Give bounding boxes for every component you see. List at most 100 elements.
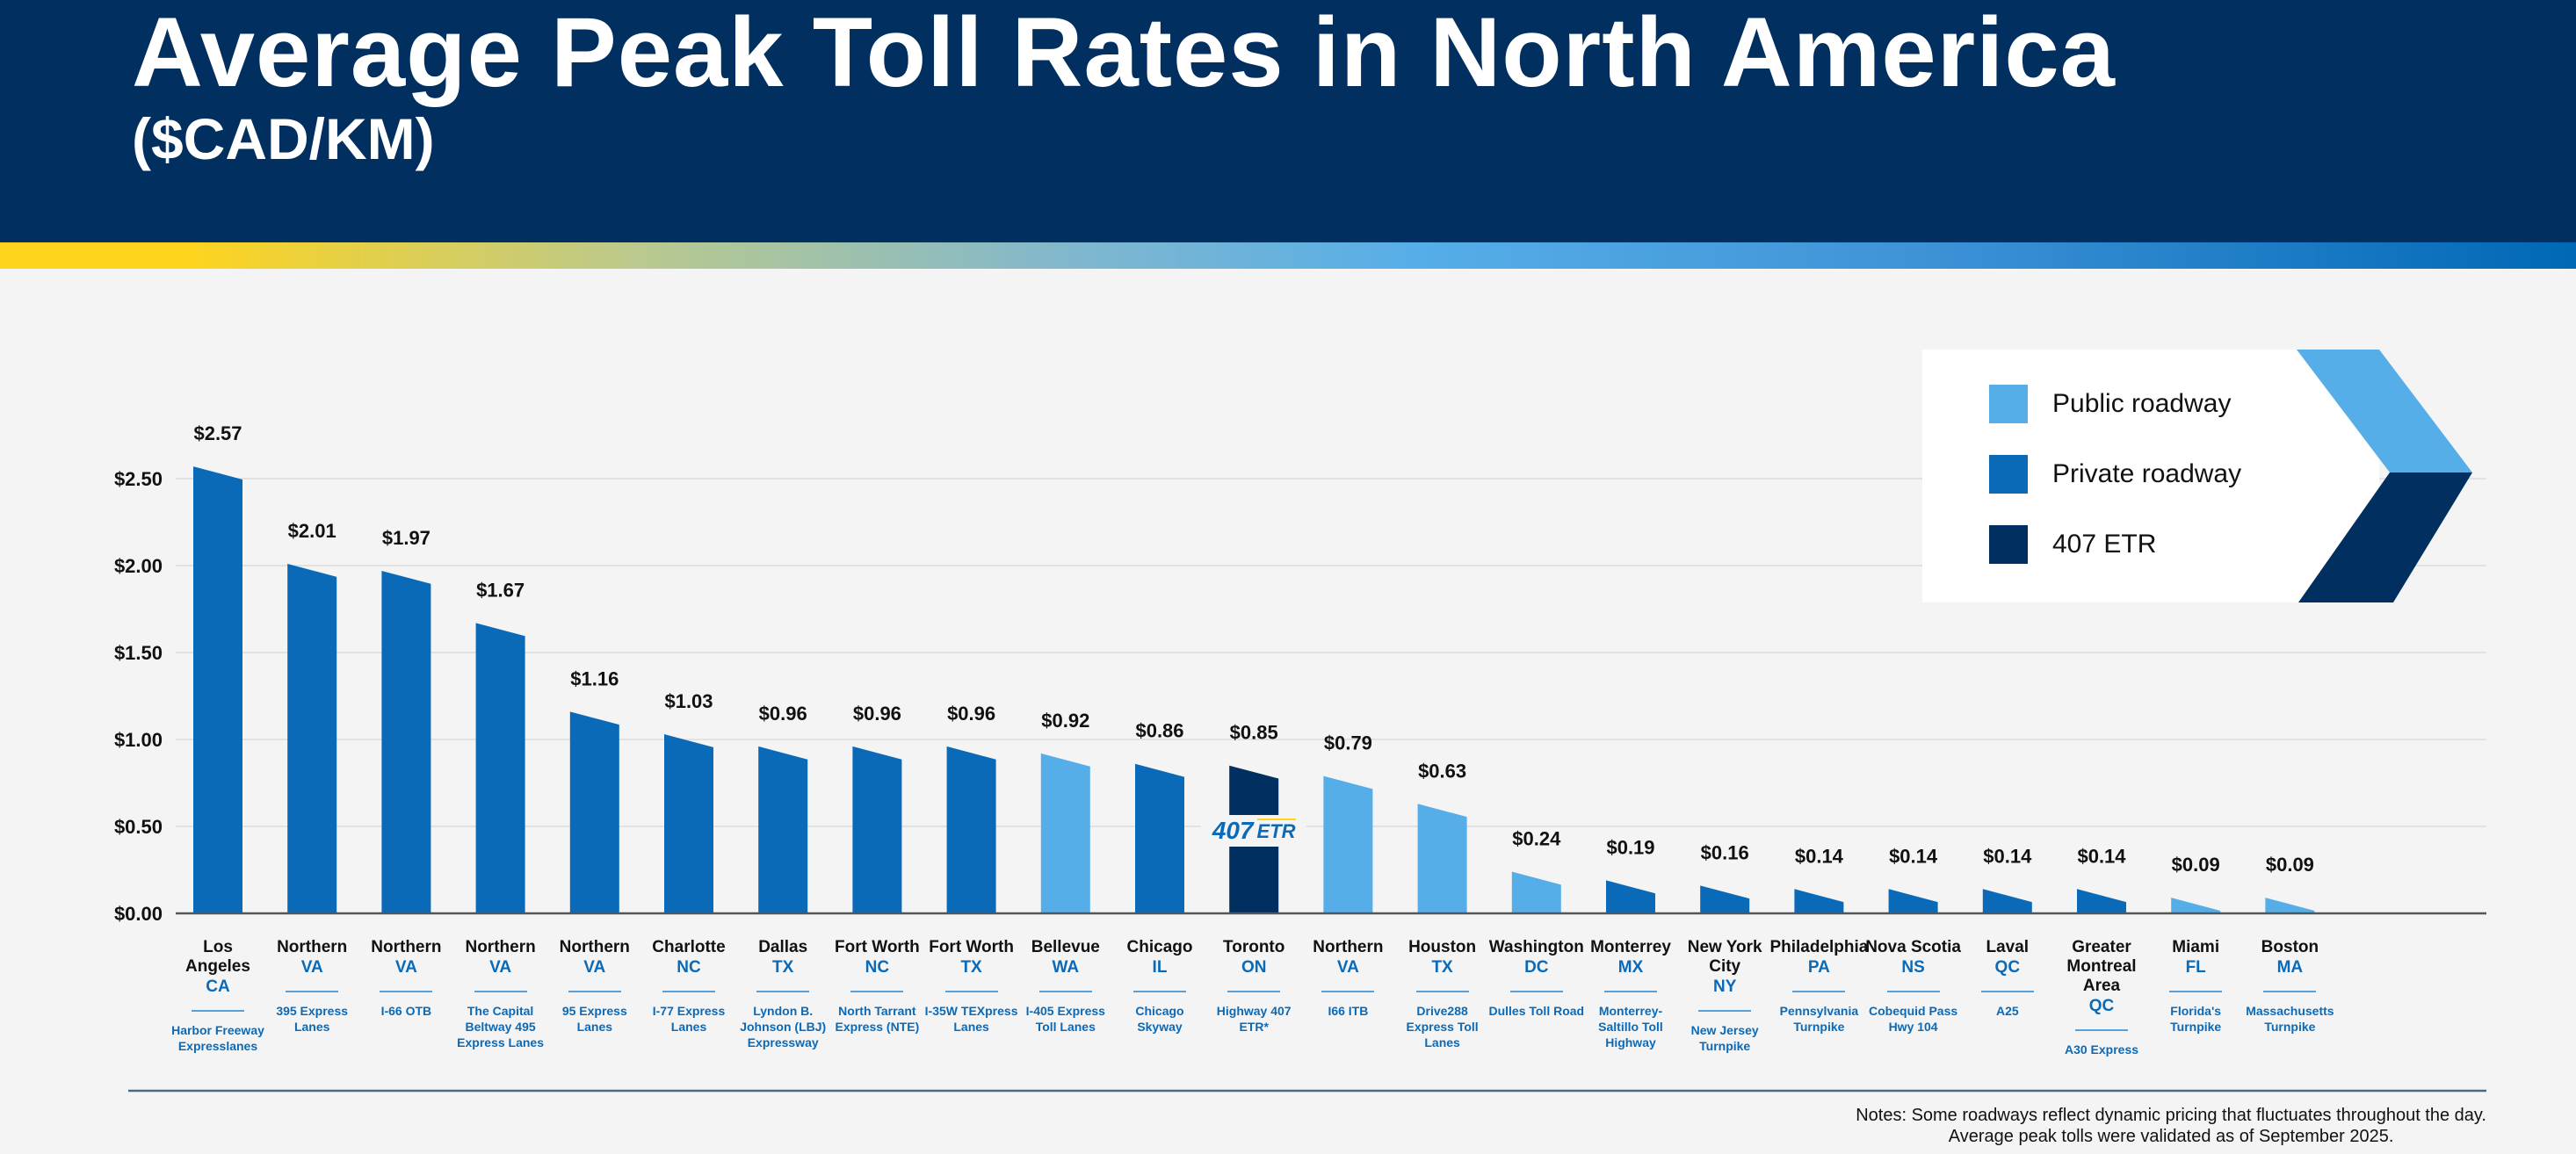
label-divider — [1415, 991, 1469, 992]
bar-private — [1794, 889, 1844, 913]
value-label: $0.16 — [1701, 841, 1749, 863]
bar-public — [1511, 871, 1561, 913]
label-divider — [1792, 991, 1846, 992]
header-banner: Average Peak Toll Rates in North America… — [0, 0, 2576, 242]
value-label: $0.24 — [1512, 827, 1561, 849]
state-code: TX — [960, 958, 982, 977]
label-divider — [1886, 991, 1940, 992]
category-label: Fort Worth NC North Tarrant Express (NTE… — [829, 938, 925, 1035]
value-label: $0.14 — [1889, 845, 1938, 867]
value-label: $0.96 — [947, 703, 995, 725]
page-title: Average Peak Toll Rates in North America — [132, 0, 2116, 107]
road-name: I-66 OTB — [380, 1004, 432, 1018]
y-tick-label: $2.00 — [114, 555, 163, 577]
bar-public — [2171, 898, 2221, 913]
value-label: $1.03 — [664, 690, 713, 712]
city-name: Northern — [465, 938, 536, 956]
category-label: Philadelphia PA Pennsylvania Turnpike — [1769, 938, 1868, 1035]
label-divider — [286, 991, 339, 992]
road-name: Lyndon B. Johnson (LBJ) Expressway — [740, 1004, 827, 1049]
category-label: Northern VA I66 ITB — [1299, 938, 1396, 1019]
label-divider — [944, 991, 998, 992]
page-subtitle: ($CAD/KM) — [132, 106, 435, 171]
legend-item-407: 407 ETR — [1989, 525, 2156, 564]
state-code: FL — [2185, 958, 2206, 977]
bar-private — [1982, 889, 2032, 913]
value-label: $0.92 — [1041, 710, 1089, 732]
bar-private — [664, 734, 713, 913]
category-label: Fort Worth TX I-35W TEXpress Lanes — [923, 938, 1020, 1035]
y-tick-label: $2.50 — [114, 468, 163, 490]
category-label: Northern VA 395 Express Lanes — [264, 938, 360, 1035]
label-divider — [1227, 991, 1281, 992]
label-divider — [2263, 991, 2317, 992]
category-label: Toronto ON Highway 407 ETR* — [1205, 938, 1302, 1035]
category-label: Chicago IL Chicago Skyway — [1111, 938, 1208, 1035]
bar-private — [569, 711, 619, 913]
city-name: New York City — [1687, 938, 1762, 976]
category-label: Los Angeles CA Harbor Freeway Expresslan… — [170, 938, 266, 1054]
notes-line-1: Notes: Some roadways reflect dynamic pri… — [1856, 1106, 2486, 1125]
bar-private — [475, 623, 525, 913]
value-label: $0.14 — [1983, 845, 2032, 867]
state-code: NS — [1901, 958, 1925, 977]
category-label: Washington DC Dulles Toll Road — [1488, 938, 1585, 1019]
legend: Public roadway Private roadway 407 ETR — [1922, 350, 2379, 602]
state-code: QC — [2088, 997, 2115, 1015]
state-code: VA — [489, 958, 512, 977]
label-divider — [1698, 1010, 1752, 1012]
state-code: QC — [1994, 958, 2021, 977]
y-tick-label: $1.50 — [114, 642, 163, 664]
legend-item-public: Public roadway — [1989, 385, 2231, 423]
category-label: Monterrey MX Monterrey-Saltillo Toll Hig… — [1582, 938, 1679, 1050]
value-label: $0.85 — [1230, 722, 1278, 744]
state-code: IL — [1152, 958, 1168, 977]
road-name: Highway 407 ETR* — [1216, 1004, 1292, 1034]
category-label: Northern VA The Capital Beltway 495 Expr… — [452, 938, 549, 1050]
road-name: 395 Express Lanes — [276, 1004, 349, 1034]
state-code: PA — [1807, 958, 1830, 977]
state-code: TX — [772, 958, 794, 977]
label-divider — [2169, 991, 2223, 992]
value-label: $1.67 — [476, 579, 525, 601]
state-code: VA — [394, 958, 417, 977]
gradient-stripe — [0, 242, 2576, 269]
road-name: Dulles Toll Road — [1488, 1004, 1585, 1018]
road-name: I-77 Express Lanes — [652, 1004, 726, 1034]
road-name: Cobequid Pass Hwy 104 — [1869, 1004, 1958, 1034]
bar-public — [1417, 804, 1467, 913]
chevron-bottom — [2298, 472, 2472, 602]
bar-private — [852, 746, 902, 913]
label-divider — [1509, 991, 1563, 992]
category-label: New York City NY New Jersey Turnpike — [1676, 938, 1773, 1054]
state-code: VA — [583, 958, 606, 977]
value-label: $2.01 — [288, 520, 336, 542]
city-name: Northern — [371, 938, 442, 956]
road-name: Massachusetts Turnpike — [2246, 1004, 2334, 1034]
state-code: CA — [206, 977, 230, 996]
city-name: Miami — [2172, 938, 2220, 956]
category-label: Dallas TX Lyndon B. Johnson (LBJ) Expres… — [734, 938, 831, 1050]
legend-label: Private roadway — [2052, 459, 2242, 488]
road-name: Drive288 Express Toll Lanes — [1406, 1004, 1479, 1049]
bar-private — [946, 746, 996, 913]
label-divider — [1604, 991, 1657, 992]
road-name: I-405 Express Toll Lanes — [1025, 1004, 1105, 1034]
value-label: $1.97 — [382, 527, 431, 549]
value-label: $0.96 — [759, 703, 807, 725]
label-divider — [662, 991, 715, 992]
value-label: $1.16 — [570, 667, 619, 689]
state-code: NC — [677, 958, 701, 977]
state-code: ON — [1241, 958, 1267, 977]
bar-private — [758, 746, 808, 913]
road-name: A30 Express — [2064, 1042, 2139, 1057]
notes: Notes: Some roadways reflect dynamic pri… — [1856, 1105, 2486, 1147]
value-label: $0.09 — [2172, 854, 2220, 876]
state-code: MX — [1617, 958, 1644, 977]
city-name: Northern — [277, 938, 348, 956]
value-label: $0.14 — [1795, 845, 1844, 867]
value-label: $0.96 — [853, 703, 901, 725]
bar-private — [381, 570, 431, 913]
city-name: Greater Montreal Area — [2066, 938, 2137, 995]
